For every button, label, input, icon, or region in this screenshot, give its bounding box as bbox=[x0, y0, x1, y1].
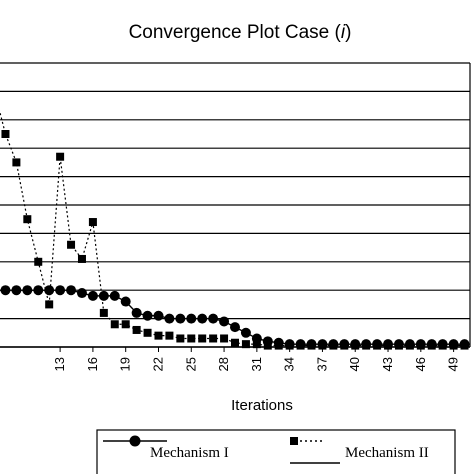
point-mechanism-i bbox=[22, 285, 33, 296]
point-mechanism-i bbox=[142, 310, 153, 321]
series-layer bbox=[0, 110, 470, 350]
point-mechanism-ii bbox=[143, 328, 152, 337]
point-mechanism-i bbox=[55, 285, 66, 296]
point-mechanism-i bbox=[240, 327, 251, 338]
point-mechanism-i bbox=[109, 290, 120, 301]
point-mechanism-i bbox=[11, 285, 22, 296]
point-mechanism-i bbox=[33, 285, 44, 296]
chart-title-close: ) bbox=[345, 22, 351, 43]
point-mechanism-i bbox=[120, 296, 131, 307]
point-mechanism-ii bbox=[209, 334, 218, 343]
point-mechanism-i bbox=[404, 339, 415, 350]
point-mechanism-i bbox=[230, 322, 240, 333]
x-tick-label: 40 bbox=[347, 357, 362, 371]
point-mechanism-ii bbox=[1, 130, 10, 138]
chart-title-italic: i bbox=[341, 22, 346, 43]
x-tick-label: 13 bbox=[52, 357, 67, 371]
x-tick-label: 46 bbox=[413, 357, 428, 371]
point-mechanism-i bbox=[448, 339, 459, 350]
x-tick-label: 49 bbox=[446, 357, 461, 371]
x-ticks: 13 16 19 22 25 28 31 34 37 40 43 46 49 bbox=[52, 347, 461, 371]
point-mechanism-ii bbox=[67, 240, 76, 249]
point-mechanism-ii bbox=[198, 334, 207, 343]
x-tick-label: 22 bbox=[150, 357, 165, 371]
legend-marker-mechanism-ii bbox=[290, 437, 298, 445]
point-mechanism-i bbox=[164, 313, 175, 324]
x-axis-label: Iterations bbox=[231, 397, 293, 414]
point-mechanism-i bbox=[339, 339, 350, 350]
point-mechanism-i bbox=[262, 336, 273, 347]
point-mechanism-i bbox=[66, 285, 77, 296]
point-mechanism-i bbox=[208, 313, 219, 324]
x-tick-label: 34 bbox=[282, 357, 297, 371]
point-mechanism-i bbox=[175, 313, 186, 324]
point-mechanism-ii bbox=[56, 152, 65, 161]
point-mechanism-i bbox=[273, 337, 284, 348]
chart-title: Convergence Plot Case (i) bbox=[129, 22, 352, 43]
point-mechanism-i bbox=[131, 307, 142, 318]
point-mechanism-i bbox=[0, 285, 11, 296]
point-mechanism-i bbox=[251, 333, 262, 344]
point-mechanism-ii bbox=[77, 254, 86, 263]
x-tick-label: 37 bbox=[314, 357, 329, 371]
point-mechanism-ii bbox=[220, 334, 229, 343]
point-mechanism-i bbox=[459, 339, 470, 350]
point-mechanism-ii bbox=[110, 320, 119, 329]
series-line-mechanism-i bbox=[0, 289, 465, 345]
x-tick-label: 16 bbox=[85, 357, 100, 371]
point-mechanism-ii bbox=[154, 331, 163, 340]
point-mechanism-ii bbox=[12, 158, 21, 167]
point-mechanism-i bbox=[383, 339, 394, 350]
point-mechanism-i bbox=[350, 339, 361, 350]
point-mechanism-i bbox=[186, 313, 197, 324]
point-mechanism-ii bbox=[187, 334, 196, 343]
point-mechanism-i bbox=[393, 339, 404, 350]
point-mechanism-i bbox=[328, 339, 339, 350]
point-mechanism-i bbox=[219, 316, 230, 327]
point-mechanism-i bbox=[426, 339, 437, 350]
gridlines bbox=[0, 62, 470, 348]
legend-box bbox=[96, 429, 456, 474]
point-mechanism-i bbox=[284, 339, 295, 350]
point-mechanism-ii bbox=[34, 257, 43, 266]
x-tick-label: 25 bbox=[183, 357, 198, 371]
point-mechanism-i bbox=[153, 310, 164, 321]
point-mechanism-ii bbox=[23, 215, 32, 224]
legend: Mechanism I Mechanism II bbox=[96, 429, 456, 474]
point-mechanism-i bbox=[317, 339, 328, 350]
legend-label-mechanism-i: Mechanism I bbox=[150, 445, 229, 461]
point-mechanism-ii bbox=[45, 300, 54, 309]
point-mechanism-i bbox=[295, 339, 306, 350]
point-mechanism-i bbox=[306, 339, 317, 350]
point-mechanism-i bbox=[98, 290, 109, 301]
point-mechanism-i bbox=[44, 285, 55, 296]
point-mechanism-i bbox=[372, 339, 383, 350]
point-mechanism-i bbox=[437, 339, 448, 350]
point-mechanism-i bbox=[361, 339, 372, 350]
point-mechanism-ii bbox=[165, 331, 174, 340]
point-mechanism-i bbox=[197, 313, 208, 324]
point-mechanism-ii bbox=[252, 340, 261, 349]
x-tick-label: 43 bbox=[380, 357, 395, 371]
point-mechanism-ii bbox=[121, 320, 130, 329]
series-line-mechanism-ii bbox=[0, 110, 465, 347]
x-tick-label: 19 bbox=[118, 357, 133, 371]
point-mechanism-ii bbox=[99, 308, 108, 317]
point-mechanism-ii bbox=[231, 338, 239, 347]
point-mechanism-i bbox=[87, 290, 98, 301]
point-mechanism-ii bbox=[241, 340, 250, 349]
legend-label-mechanism-ii: Mechanism II bbox=[345, 445, 429, 461]
point-mechanism-ii bbox=[88, 218, 97, 227]
x-tick-label: 31 bbox=[249, 357, 264, 371]
point-mechanism-i bbox=[415, 339, 426, 350]
chart-title-main: Convergence Plot Case ( bbox=[129, 22, 342, 43]
x-tick-label: 28 bbox=[216, 357, 231, 371]
legend-marker-mechanism-i bbox=[129, 435, 141, 447]
point-mechanism-ii bbox=[176, 334, 185, 343]
point-mechanism-ii bbox=[132, 325, 141, 334]
point-mechanism-i bbox=[76, 288, 87, 299]
